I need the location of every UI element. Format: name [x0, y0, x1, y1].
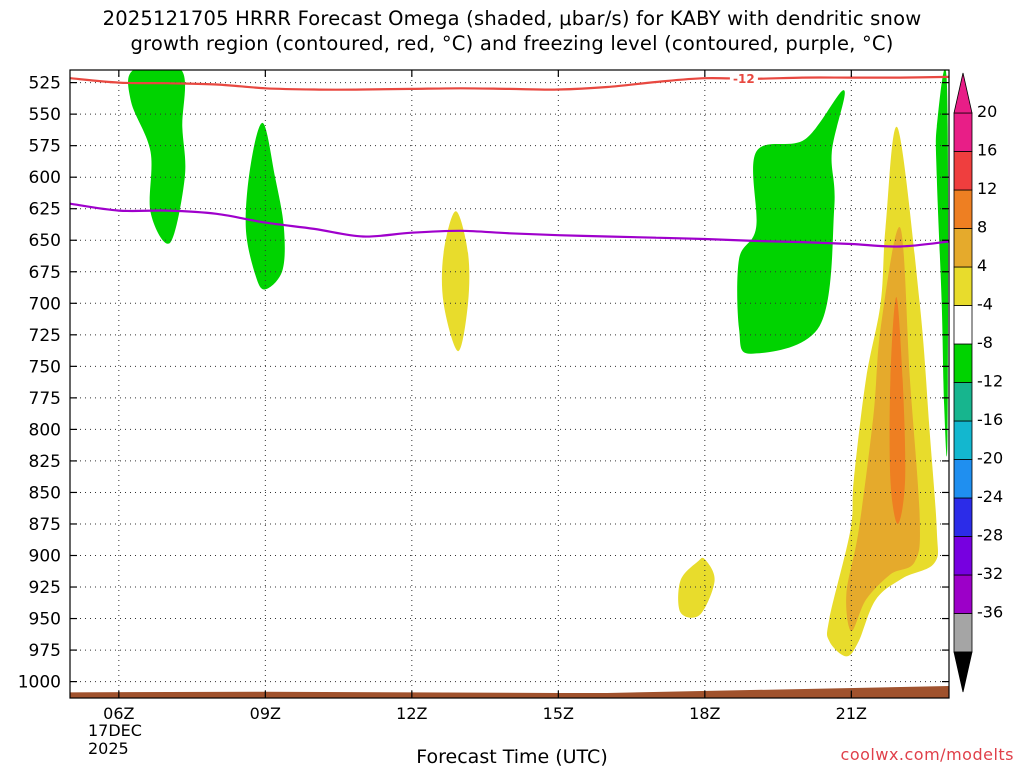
colorbar: 20 16 12 8 4 -4 -8 -12 -16 -20 -24 -28 -32 -36 — [953, 72, 1003, 693]
omega-shading-layer — [70, 70, 949, 698]
omega-region-1 — [245, 122, 285, 290]
omega-region-5 — [678, 557, 715, 618]
y-tick-label: 975 — [29, 641, 61, 661]
omega-region-4 — [441, 211, 470, 352]
y-tick-label: 800 — [29, 420, 61, 440]
terrain-band — [70, 686, 949, 698]
colorbar-swatch — [953, 189, 973, 229]
colorbar-label: -32 — [977, 564, 1003, 583]
colorbar-over-triangle — [953, 72, 973, 114]
colorbar-label: -16 — [977, 410, 1003, 429]
colorbar-swatch — [953, 343, 973, 383]
y-tick-label: 750 — [29, 357, 61, 377]
y-tick-label: 875 — [29, 515, 61, 535]
colorbar-swatch — [953, 613, 973, 653]
chart-title-line-1: 2025121705 HRRR Forecast Omega (shaded, … — [102, 7, 922, 30]
colorbar-swatch — [953, 459, 973, 499]
colorbar-swatch — [953, 382, 973, 422]
date-label-day: 17DEC — [88, 721, 142, 740]
y-tick-label: 950 — [29, 610, 61, 630]
colorbar-label: -20 — [977, 449, 1003, 468]
y-tick-label: 525 — [29, 74, 61, 94]
colorbar-swatch — [953, 536, 973, 576]
colorbar-label: 16 — [977, 141, 997, 160]
x-tick-label: 18Z — [689, 704, 720, 723]
colorbar-swatch — [953, 305, 973, 345]
y-tick-label: 900 — [29, 547, 61, 567]
x-tick-label: 12Z — [396, 704, 427, 723]
y-tick-label: 725 — [29, 326, 61, 346]
colorbar-swatch — [953, 228, 973, 268]
colorbar-label: -4 — [977, 295, 993, 314]
plot-frame — [69, 69, 950, 699]
y-tick-label: 550 — [29, 105, 61, 125]
colorbar-swatch — [953, 266, 973, 306]
colorbar-label: -8 — [977, 333, 993, 352]
y-tick-label: 575 — [29, 137, 61, 157]
x-tick-label: 09Z — [250, 704, 281, 723]
colorbar-label: -24 — [977, 487, 1003, 506]
axis-ticks-layer: 525 550 575 600 625 650 675 700 725 750 775 800 825 8… — [18, 70, 949, 723]
colorbar-under-triangle — [953, 651, 973, 693]
omega-region-3 — [935, 70, 949, 457]
date-label-year: 2025 — [88, 739, 129, 758]
x-tick-label: 06Z — [103, 704, 134, 723]
colorbar-label: 4 — [977, 256, 987, 275]
colorbar-label: 12 — [977, 179, 997, 198]
dgz-contour-label: -12 — [733, 72, 755, 86]
y-tick-label: 775 — [29, 389, 61, 409]
date-label: 17DEC 2025 — [88, 722, 142, 758]
y-tick-label: 825 — [29, 452, 61, 472]
y-tick-label: 925 — [29, 578, 61, 598]
colorbar-label: -12 — [977, 372, 1003, 391]
colorbar-label: 8 — [977, 218, 987, 237]
y-tick-label: 1000 — [18, 673, 61, 693]
omega-region-7 — [846, 226, 920, 632]
y-tick-label: 625 — [29, 200, 61, 220]
colorbar-swatch — [953, 420, 973, 460]
colorbar-label: 20 — [977, 102, 997, 121]
x-tick-label: 21Z — [836, 704, 867, 723]
contour-layer: -12 — [70, 70, 949, 248]
credit-link[interactable]: coolwx.com/modelts — [840, 745, 1014, 764]
y-tick-label: 650 — [29, 231, 61, 251]
omega-region-2 — [737, 90, 845, 354]
colorbar-swatch — [953, 497, 973, 537]
y-tick-label: 600 — [29, 168, 61, 188]
x-axis-title: Forecast Time (UTC) — [416, 746, 608, 768]
freezing-level-contour — [70, 202, 949, 248]
dgz-contour-label-bg — [729, 70, 758, 85]
y-tick-label: 700 — [29, 294, 61, 314]
colorbar-swatch — [953, 151, 973, 191]
dgz-contour — [70, 75, 949, 91]
y-tick-label: 850 — [29, 483, 61, 503]
colorbar-swatch — [953, 112, 973, 152]
colorbar-swatch — [953, 574, 973, 614]
omega-region-8 — [889, 297, 906, 524]
chart-title: 2025121705 HRRR Forecast Omega (shaded, … — [0, 6, 1024, 56]
colorbar-label: -28 — [977, 526, 1003, 545]
y-tick-label: 675 — [29, 263, 61, 283]
chart-title-line-2: growth region (contoured, red, °C) and f… — [130, 32, 894, 55]
x-tick-label: 15Z — [543, 704, 574, 723]
colorbar-label: -36 — [977, 603, 1003, 622]
omega-region-0 — [128, 70, 186, 244]
